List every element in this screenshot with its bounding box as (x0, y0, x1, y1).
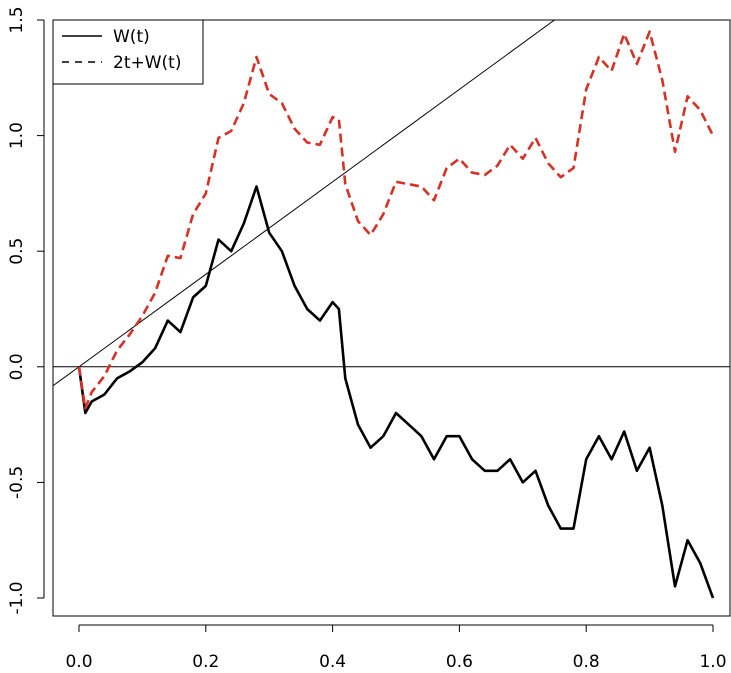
legend: W(t) 2t+W(t) (52, 19, 204, 85)
x-axis: 0.0 0.2 0.4 0.6 0.8 1.0 (65, 624, 727, 672)
legend-label-w: W(t) (113, 27, 150, 47)
legend-label-drift: 2t+W(t) (113, 53, 181, 73)
y-tick-label: -0.5 (7, 466, 27, 499)
plot-frame (52, 19, 731, 617)
y-tick-label: 0.5 (7, 238, 27, 265)
x-tick-label: 0.2 (192, 652, 219, 672)
y-tick-label: 0.0 (7, 353, 27, 380)
y-tick-label: -1.0 (7, 581, 27, 614)
legend-box (52, 19, 204, 85)
x-tick-label: 1.0 (699, 652, 726, 672)
x-tick-label: 0.6 (446, 652, 473, 672)
series-layer (77, 30, 715, 599)
series-drift-line (77, 30, 715, 410)
series-w-line (77, 185, 715, 599)
y-axis: -1.0 -0.5 0.0 0.5 1.0 1.5 (7, 6, 45, 615)
x-tick-label: 0.8 (573, 652, 600, 672)
y-tick-label: 1.5 (7, 6, 27, 33)
y-tick-label: 1.0 (7, 122, 27, 149)
x-tick-label: 0.0 (65, 652, 92, 672)
x-tick-label: 0.4 (319, 652, 346, 672)
